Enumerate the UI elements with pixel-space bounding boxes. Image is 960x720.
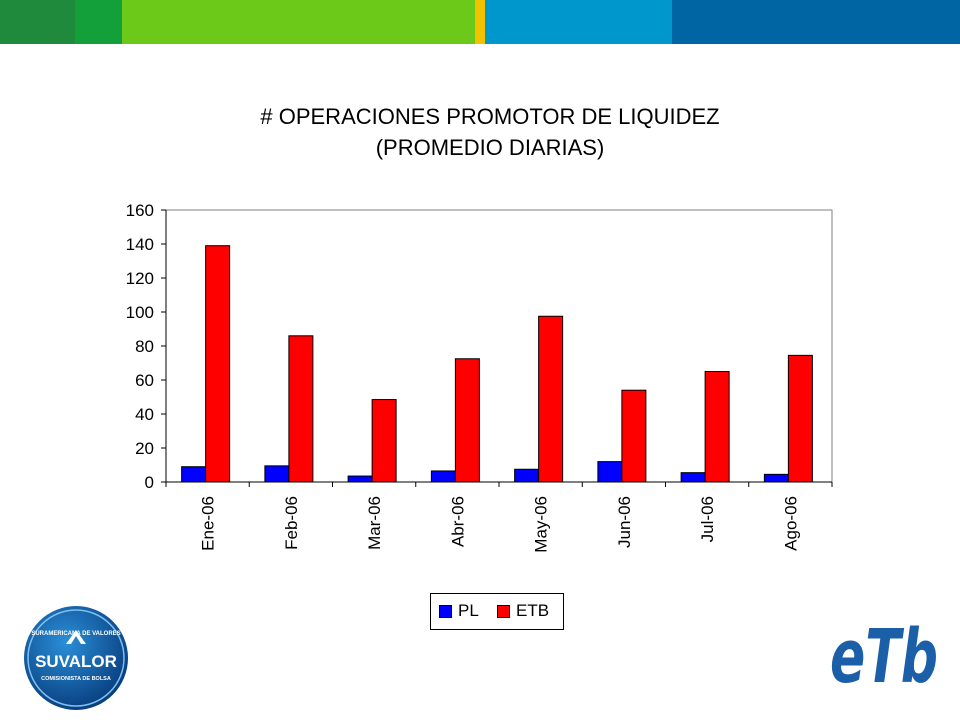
header-segment	[122, 0, 475, 44]
suvalor-main-text: SUVALOR	[35, 652, 117, 671]
y-tick-label: 160	[126, 201, 154, 220]
legend-swatch-pl	[439, 605, 452, 618]
etb-logo-icon: eTb	[830, 614, 938, 692]
x-tick-label: Jun-06	[615, 496, 634, 548]
x-tick-label: Ene-06	[199, 496, 218, 551]
bar-etb-jul-06	[704, 371, 730, 483]
bar-etb-ene-06	[205, 245, 231, 483]
x-tick-label: Mar-06	[365, 496, 384, 550]
y-tick-label: 60	[135, 371, 154, 390]
chart-title: # OPERACIONES PROMOTOR DE LIQUIDEZ	[260, 104, 720, 129]
legend-label-etb: ETB	[516, 601, 550, 620]
y-tick-label: 120	[126, 269, 154, 288]
legend-label-pl: PL	[458, 601, 479, 620]
bar-etb-ago-06	[787, 354, 813, 483]
x-tick-label: Abr-06	[448, 496, 467, 547]
x-tick-label: Feb-06	[282, 496, 301, 550]
suvalor-top-text: SURAMERICANA DE VALORES	[31, 631, 120, 637]
y-tick-label: 0	[145, 473, 154, 492]
chart-subtitle: (PROMEDIO DIARIAS)	[375, 135, 605, 160]
y-tick-label: 40	[135, 405, 154, 424]
bar-pl-jun-06	[597, 461, 623, 483]
bar-etb-mar-06	[371, 399, 397, 483]
header-segment	[485, 0, 672, 44]
etb-logo-text: eTb	[830, 614, 938, 692]
header-segment	[672, 0, 960, 44]
bar-pl-ene-06	[181, 466, 207, 483]
suvalor-bottom-text: COMISIONISTA DE BOLSA	[41, 676, 111, 682]
bar-pl-abr-06	[430, 470, 456, 483]
bar-etb-abr-06	[454, 358, 480, 483]
y-tick-label: 20	[135, 439, 154, 458]
plot-area	[165, 209, 833, 483]
bar-etb-feb-06	[288, 335, 314, 483]
bar-pl-may-06	[514, 468, 540, 483]
chart-legend: PL ETB	[430, 593, 564, 630]
bar-pl-jul-06	[680, 472, 706, 483]
y-tick-label: 140	[126, 235, 154, 254]
bar-etb-jun-06	[621, 389, 647, 483]
x-tick-label: Ago-06	[781, 496, 800, 551]
x-tick-label: May-06	[532, 496, 551, 553]
bar-pl-mar-06	[347, 475, 373, 483]
bar-pl-ago-06	[763, 473, 789, 483]
bar-etb-may-06	[538, 315, 564, 483]
bar-pl-feb-06	[264, 465, 290, 483]
x-tick-label: Jul-06	[698, 496, 717, 542]
header-color-bar	[0, 0, 960, 44]
y-tick-label: 100	[126, 303, 154, 322]
header-segment	[475, 0, 485, 44]
legend-swatch-etb	[497, 605, 510, 618]
header-segment	[75, 0, 122, 44]
header-segment	[0, 0, 75, 44]
suvalor-logo-icon: SURAMERICANA DE VALORES SUVALOR COMISION…	[24, 606, 128, 710]
y-tick-label: 80	[135, 337, 154, 356]
